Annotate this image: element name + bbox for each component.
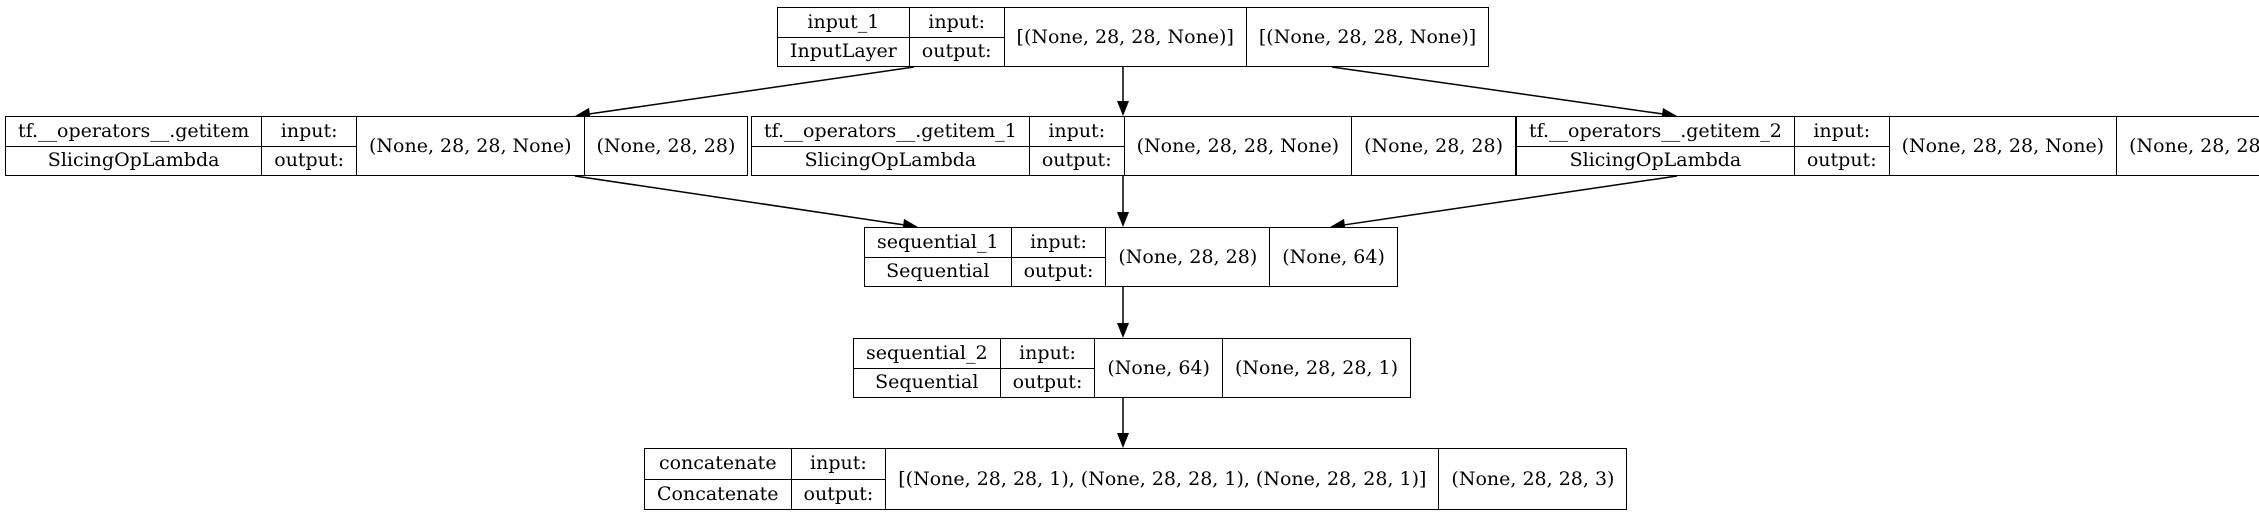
edge-line — [1344, 175, 1678, 226]
layer-type: Sequential — [853, 367, 1001, 398]
input-label: input: — [1793, 116, 1890, 147]
output-shape: (None, 28, 28) — [583, 116, 749, 176]
input-shape: (None, 64) — [1094, 338, 1223, 398]
arrowhead-icon — [1117, 433, 1129, 448]
layer-type: InputLayer — [777, 36, 910, 67]
input-label: input: — [908, 7, 1005, 38]
input-shape: [(None, 28, 28, None)] — [1003, 7, 1247, 67]
edge-getitem-to-sequential_1 — [574, 175, 918, 231]
input-label: input: — [1028, 116, 1125, 147]
output-label: output: — [908, 36, 1005, 67]
edge-getitem_2-to-sequential_1 — [1330, 175, 1678, 231]
output-shape: (None, 28, 28) — [2116, 116, 2259, 176]
output-label: output: — [790, 478, 887, 510]
output-label: output: — [999, 367, 1096, 398]
edge-line — [574, 175, 904, 226]
layer-name: sequential_1 — [864, 227, 1012, 258]
arrowhead-icon — [1117, 323, 1129, 338]
layer-name: tf.__operators__.getitem — [4, 116, 263, 147]
layer-type: Concatenate — [644, 478, 792, 510]
output-label: output: — [1010, 256, 1107, 287]
arrowhead-icon — [1117, 212, 1129, 227]
output-label: output: — [261, 145, 357, 176]
output-shape: [(None, 28, 28, None)] — [1245, 7, 1490, 67]
output-shape: (None, 64) — [1269, 227, 1398, 287]
layer-node-getitem: tf.__operators__.getitem input: (None, 2… — [4, 116, 749, 176]
output-shape: (None, 28, 28, 3) — [1438, 448, 1628, 510]
input-shape: [(None, 28, 28, 1), (None, 28, 28, 1), (… — [885, 448, 1440, 510]
input-shape: (None, 28, 28, None) — [1888, 116, 2118, 176]
layer-node-sequential-2: sequential_2 input: (None, 64) (None, 28… — [853, 338, 1412, 398]
layer-node-concatenate: concatenate input: [(None, 28, 28, 1), (… — [644, 448, 1628, 510]
output-shape: (None, 28, 28, 1) — [1221, 338, 1412, 398]
input-shape: (None, 28, 28) — [1105, 227, 1271, 287]
arrowhead-icon — [1117, 101, 1129, 116]
input-label: input: — [1010, 227, 1107, 258]
edge-getitem_1-to-sequential_1 — [1117, 176, 1129, 227]
edge-line — [1331, 66, 1663, 115]
layer-type: SlicingOpLambda — [1516, 145, 1795, 176]
input-label: input: — [790, 448, 887, 480]
edge-input_1-to-getitem_1 — [1117, 67, 1129, 116]
layer-node-getitem-2: tf.__operators__.getitem_2 input: (None,… — [1516, 116, 2259, 176]
input-shape: (None, 28, 28, None) — [1123, 116, 1353, 176]
layer-type: SlicingOpLambda — [4, 145, 263, 176]
layer-name: sequential_2 — [853, 338, 1001, 369]
edge-line — [589, 66, 915, 115]
edge-input_1-to-getitem — [575, 66, 915, 120]
output-label: output: — [1793, 145, 1890, 176]
layer-type: SlicingOpLambda — [751, 145, 1030, 176]
input-label: input: — [999, 338, 1096, 369]
edge-sequential_1-to-sequential_2 — [1117, 287, 1129, 338]
layer-name: tf.__operators__.getitem_1 — [751, 116, 1030, 147]
output-label: output: — [1028, 145, 1125, 176]
input-shape: (None, 28, 28, None) — [356, 116, 585, 176]
layer-name: tf.__operators__.getitem_2 — [1516, 116, 1795, 147]
edge-input_1-to-getitem_2 — [1331, 66, 1677, 120]
layer-name: concatenate — [644, 448, 792, 480]
layer-name: input_1 — [777, 7, 910, 38]
output-shape: (None, 28, 28) — [1351, 116, 1516, 176]
layer-node-sequential-1: sequential_1 input: (None, 28, 28) (None… — [864, 227, 1398, 287]
edge-sequential_2-to-concatenate — [1117, 398, 1129, 448]
layer-type: Sequential — [864, 256, 1012, 287]
layer-node-getitem-1: tf.__operators__.getitem_1 input: (None,… — [751, 116, 1516, 176]
layer-node-input-1: input_1 input: [(None, 28, 28, None)] [(… — [777, 7, 1490, 67]
input-label: input: — [261, 116, 357, 147]
